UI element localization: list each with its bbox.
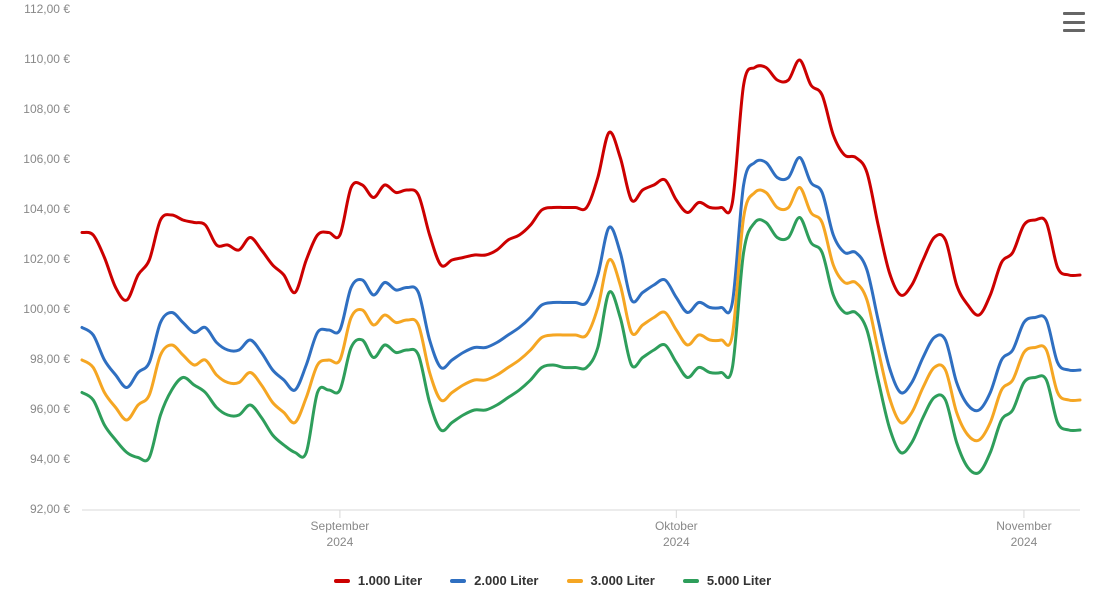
legend-item[interactable]: 3.000 Liter xyxy=(567,573,655,588)
legend-label: 5.000 Liter xyxy=(707,573,771,588)
legend-item[interactable]: 2.000 Liter xyxy=(450,573,538,588)
legend-label: 3.000 Liter xyxy=(591,573,655,588)
price-chart-container: 92,00 € 94,00 € 96,00 € 98,00 € 100,00 € 102,… xyxy=(0,0,1105,602)
legend-item[interactable]: 5.000 Liter xyxy=(683,573,771,588)
legend-label: 1.000 Liter xyxy=(358,573,422,588)
chart-legend: 1.000 Liter 2.000 Liter 3.000 Liter 5.000 L… xyxy=(0,573,1105,588)
x-axis-month-label: September xyxy=(311,519,370,533)
x-axis-month-label: November xyxy=(996,519,1051,533)
line-chart-svg: 92,00 € 94,00 € 96,00 € 98,00 € 100,00 € 102,… xyxy=(0,0,1105,602)
y-axis-tick-label: 100,00 € xyxy=(23,302,70,316)
legend-swatch xyxy=(334,579,350,583)
legend-label: 2.000 Liter xyxy=(474,573,538,588)
y-axis-tick-label: 112,00 € xyxy=(24,2,70,16)
series-line xyxy=(82,60,1080,315)
y-axis-tick-label: 104,00 € xyxy=(23,202,70,216)
y-axis-tick-label: 92,00 € xyxy=(30,502,70,516)
y-axis-tick-label: 102,00 € xyxy=(23,252,70,266)
legend-swatch xyxy=(450,579,466,583)
y-axis-tick-label: 96,00 € xyxy=(30,402,70,416)
y-axis-tick-label: 98,00 € xyxy=(30,352,70,366)
x-axis-year-label: 2024 xyxy=(327,535,354,549)
y-axis-tick-label: 94,00 € xyxy=(30,452,70,466)
legend-item[interactable]: 1.000 Liter xyxy=(334,573,422,588)
x-axis-year-label: 2024 xyxy=(663,535,690,549)
y-axis-tick-label: 106,00 € xyxy=(23,152,70,166)
legend-swatch xyxy=(567,579,583,583)
y-axis-tick-label: 108,00 € xyxy=(23,102,70,116)
legend-swatch xyxy=(683,579,699,583)
x-axis-year-label: 2024 xyxy=(1011,535,1038,549)
y-axis-tick-label: 110,00 € xyxy=(24,52,70,66)
x-axis-month-label: Oktober xyxy=(655,519,698,533)
